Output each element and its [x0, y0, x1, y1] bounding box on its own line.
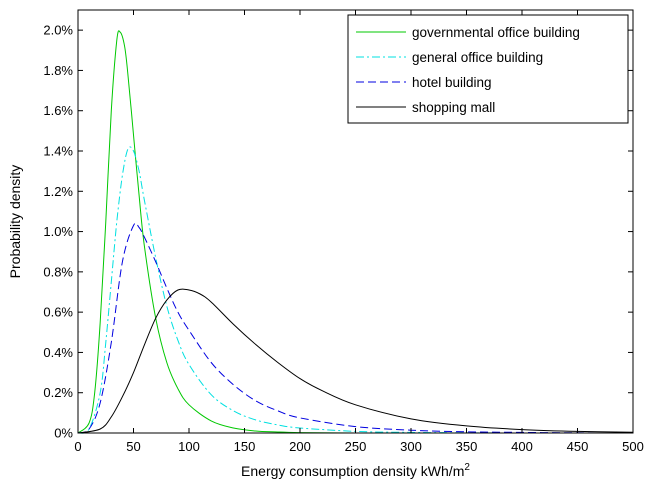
y-tick-label: 1.6%: [43, 103, 73, 118]
x-tick-label: 450: [567, 439, 589, 454]
x-tick-label: 0: [74, 439, 81, 454]
legend-label-3: shopping mall: [412, 100, 495, 115]
y-tick-label: 0.2%: [43, 385, 73, 400]
x-tick-label: 200: [289, 439, 311, 454]
x-tick-label: 250: [345, 439, 367, 454]
series-line-3: [77, 288, 634, 434]
y-tick-label: 1.8%: [43, 63, 73, 78]
y-tick-label: 1.4%: [43, 144, 73, 159]
x-tick-label: 500: [622, 439, 644, 454]
y-tick-label: 0.4%: [43, 345, 73, 360]
y-tick-label: 0%: [54, 426, 73, 441]
series-layer: [77, 30, 634, 434]
series-line-0: [77, 30, 412, 434]
x-tick-label: 350: [456, 439, 478, 454]
x-tick-label: 150: [234, 439, 256, 454]
x-tick-label: 50: [126, 439, 140, 454]
x-axis-label: Energy consumption density kWh/m2: [241, 462, 470, 479]
axis-ticks: 0 50 100 150 200 250 300 350 400 450 500 0% 0.2% 0.4%…: [43, 10, 644, 454]
x-tick-label: 100: [178, 439, 200, 454]
y-tick-label: 0.8%: [43, 264, 73, 279]
y-tick-label: 0.6%: [43, 305, 73, 320]
legend: governmental office building general offi…: [347, 14, 629, 124]
y-axis-label: Probability density: [7, 165, 23, 279]
x-tick-label: 300: [400, 439, 422, 454]
x-axis-label-main: Energy consumption density kWh/m: [241, 463, 464, 479]
legend-label-1: general office building: [412, 50, 543, 65]
series-line-1: [77, 146, 523, 434]
y-tick-label: 2.0%: [43, 23, 73, 38]
legend-label-0: governmental office building: [412, 25, 580, 40]
y-tick-label: 1.2%: [43, 184, 73, 199]
legend-box: [347, 14, 629, 124]
y-tick-label: 1.0%: [43, 224, 73, 239]
legend-label-2: hotel building: [412, 75, 492, 90]
x-axis-label-superscript: 2: [464, 462, 470, 473]
x-tick-label: 400: [511, 439, 533, 454]
series-line-2: [77, 222, 600, 434]
